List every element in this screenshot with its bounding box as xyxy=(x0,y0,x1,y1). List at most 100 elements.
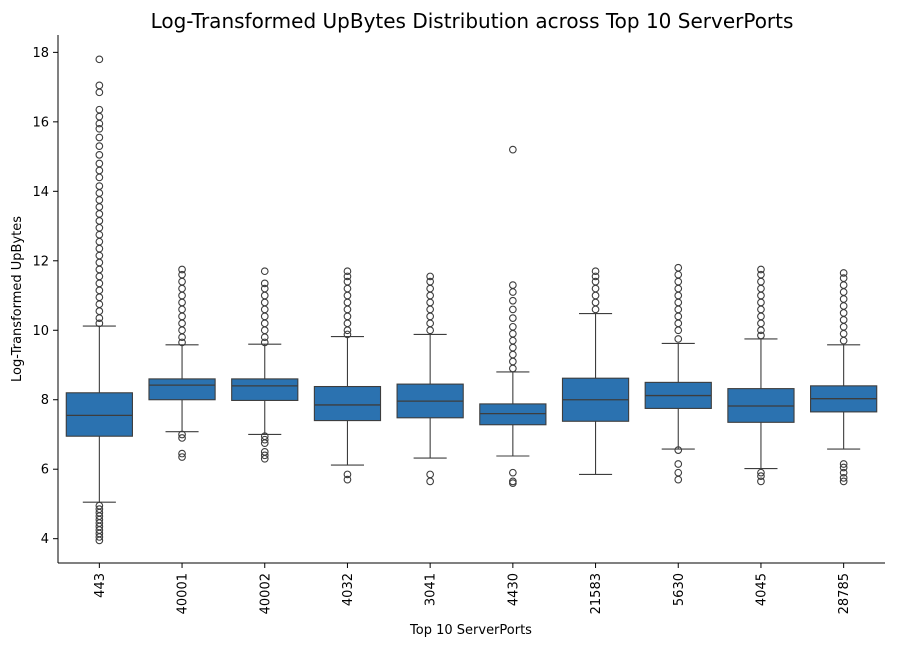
x-tick-label: 4430 xyxy=(506,573,521,606)
outlier-point xyxy=(674,475,683,484)
x-tick-label: 40001 xyxy=(176,573,191,614)
y-tick-label: 4 xyxy=(41,532,49,547)
outlier-point xyxy=(426,272,435,281)
outlier-point xyxy=(95,88,104,97)
outlier-point xyxy=(839,477,848,486)
outlier-point xyxy=(508,336,517,345)
outlier-point xyxy=(178,305,186,314)
outlier-point xyxy=(757,477,765,486)
outlier-point xyxy=(343,305,352,314)
outlier-point xyxy=(343,475,352,484)
outlier-point xyxy=(757,326,765,335)
outlier-point xyxy=(508,350,517,359)
outlier-point xyxy=(757,298,765,307)
outlier-point xyxy=(591,284,600,293)
outlier-point xyxy=(426,326,435,335)
outlier-point xyxy=(95,258,104,267)
outlier-point xyxy=(178,326,186,335)
outlier-point xyxy=(757,305,765,314)
outlier-point xyxy=(178,453,186,461)
box-40001 xyxy=(148,378,216,401)
outlier-point xyxy=(343,312,352,321)
y-tick-label: 8 xyxy=(41,393,49,408)
outlier-point xyxy=(178,298,186,307)
outlier-point xyxy=(426,284,435,293)
outlier-point xyxy=(260,333,269,342)
outlier-point xyxy=(757,319,765,328)
outlier-point xyxy=(95,230,104,239)
outlier-point xyxy=(260,326,269,335)
outlier-point xyxy=(508,468,517,477)
outlier-point xyxy=(95,319,104,328)
outlier-point xyxy=(839,329,848,338)
outlier-point xyxy=(95,159,104,168)
outlier-point xyxy=(839,322,848,331)
outlier-point xyxy=(674,277,683,286)
outlier-point xyxy=(508,296,517,305)
outlier-point xyxy=(757,468,765,477)
y-tick-label: 6 xyxy=(41,463,49,478)
outlier-point xyxy=(508,281,517,289)
outlier-point xyxy=(95,223,104,232)
outlier-point xyxy=(95,203,104,211)
outlier-point xyxy=(757,291,765,300)
outlier-point xyxy=(674,291,683,300)
outlier-point xyxy=(95,210,104,218)
outlier-point xyxy=(95,81,104,90)
outlier-point xyxy=(674,298,683,307)
outlier-point xyxy=(343,330,352,339)
x-tick-label: 4032 xyxy=(341,573,356,606)
outlier-point xyxy=(591,291,600,300)
outlier-point xyxy=(757,312,765,321)
outlier-point xyxy=(508,145,517,154)
outlier-point xyxy=(508,314,517,322)
outlier-point xyxy=(839,474,848,482)
outlier-point xyxy=(260,435,269,444)
y-tick-label: 14 xyxy=(32,185,49,200)
outlier-point xyxy=(260,439,269,448)
outlier-point xyxy=(95,182,104,190)
y-axis-label: Log-Transformed UpBytes xyxy=(10,216,25,382)
outlier-point xyxy=(839,288,848,296)
chart-title: Log-Transformed UpBytes Distribution acr… xyxy=(151,9,794,33)
outlier-point xyxy=(839,281,848,289)
outlier-point xyxy=(178,291,186,300)
outlier-point xyxy=(95,293,104,302)
outlier-point xyxy=(95,173,104,182)
outlier-point xyxy=(178,449,186,458)
outlier-point xyxy=(343,326,352,335)
outlier-point xyxy=(95,196,104,204)
y-tick-label: 16 xyxy=(32,115,49,130)
outlier-point xyxy=(839,463,848,472)
outlier-point xyxy=(426,312,435,321)
outlier-point xyxy=(508,288,517,296)
outlier-point xyxy=(508,479,517,487)
x-tick-label: 4045 xyxy=(754,573,769,606)
outlier-point xyxy=(426,477,435,486)
outlier-point xyxy=(426,470,435,479)
outlier-point xyxy=(95,272,104,281)
outlier-point xyxy=(95,533,104,541)
outlier-point xyxy=(95,251,104,260)
outlier-point xyxy=(674,263,683,272)
x-tick-label: 21583 xyxy=(589,573,604,614)
outlier-point xyxy=(426,305,435,314)
outlier-point xyxy=(343,291,352,300)
outlier-point xyxy=(95,536,104,545)
outlier-point xyxy=(95,279,104,288)
outlier-point xyxy=(178,434,186,442)
outlier-point xyxy=(757,472,765,481)
outlier-point xyxy=(95,286,104,295)
outlier-point xyxy=(95,166,104,175)
outlier-point xyxy=(260,454,269,463)
outlier-point xyxy=(95,55,104,64)
outlier-point xyxy=(674,319,683,328)
x-tick-label: 3041 xyxy=(424,573,439,606)
outlier-point xyxy=(178,265,186,274)
outlier-point xyxy=(674,326,683,335)
outlier-point xyxy=(591,267,600,276)
y-tick-label: 18 xyxy=(32,46,49,61)
outlier-point xyxy=(508,364,517,373)
outlier-point xyxy=(757,284,765,293)
